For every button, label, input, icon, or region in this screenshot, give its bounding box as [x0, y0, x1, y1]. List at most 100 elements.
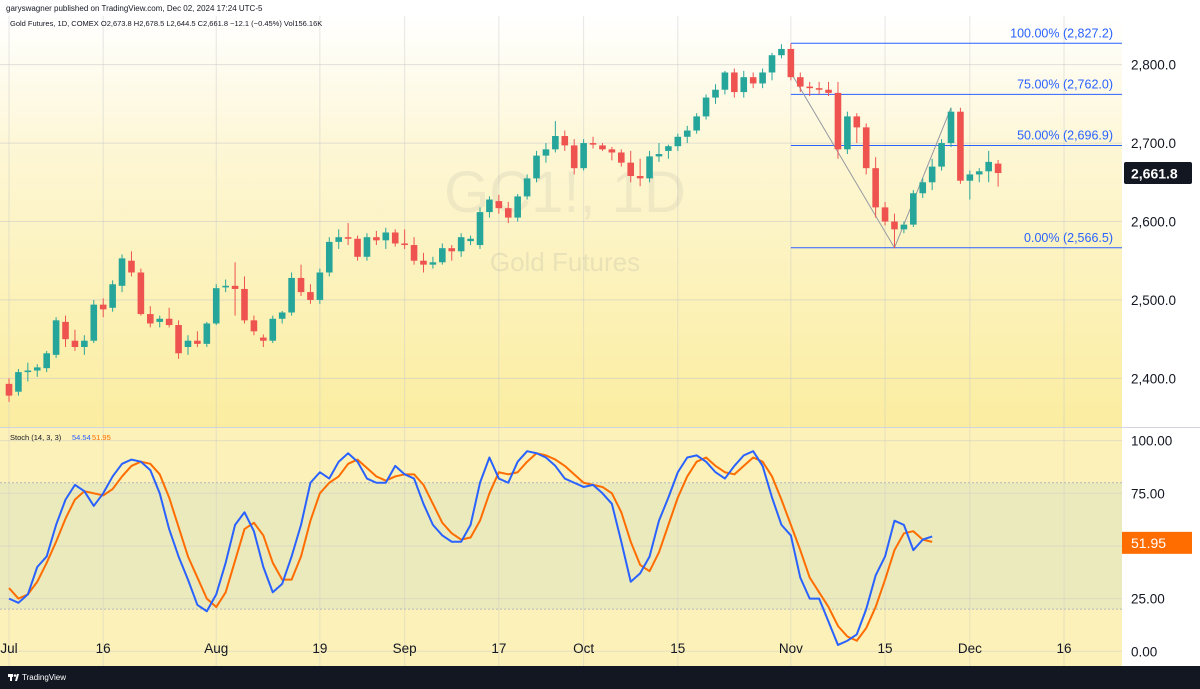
- candle-body: [109, 284, 116, 308]
- candle-body: [542, 149, 550, 156]
- candle-body: [222, 285, 229, 288]
- candle-body: [853, 116, 861, 128]
- main-legend: Gold Futures, 1D, COMEX O2,673.8 H2,678.…: [10, 19, 322, 28]
- watermark-name: Gold Futures: [490, 247, 640, 277]
- candle-body: [231, 285, 239, 289]
- candle-body: [957, 111, 964, 181]
- candle-body: [674, 136, 682, 147]
- candle-body: [608, 149, 616, 153]
- time-tick-label: Jul: [0, 641, 17, 656]
- candle-body: [787, 48, 795, 78]
- candle-body: [15, 372, 22, 392]
- candle-body: [410, 245, 418, 261]
- candle-body: [796, 77, 804, 87]
- time-tick-label: 19: [312, 641, 327, 656]
- time-tick-label: 15: [670, 641, 685, 656]
- candle-body: [994, 163, 1002, 174]
- fib-level-label: 50.00% (2,696.9): [1017, 128, 1113, 142]
- candle-body: [184, 340, 192, 347]
- candle-body: [815, 88, 823, 90]
- candle-body: [928, 166, 936, 183]
- candle-body: [938, 143, 945, 167]
- candlestick-series: [5, 43, 1002, 402]
- watermark-symbol: GC1!, 1D: [444, 160, 686, 225]
- candle-body: [731, 72, 738, 93]
- candle-body: [137, 272, 145, 315]
- candle-body: [514, 196, 521, 218]
- stoch-d-badge-label: 51.95: [1131, 535, 1166, 551]
- chart-area[interactable]: GC1!, 1D Gold Futures 100.00% (2,827.2) 7…: [0, 16, 1200, 666]
- tradingview-logo-icon: [8, 674, 19, 681]
- candle-body: [203, 323, 211, 344]
- time-scale[interactable]: Jul 16 Aug 19 Sep 17 Oct 15 Nov 15 Dec 16: [0, 641, 1071, 656]
- candle-body: [825, 89, 832, 93]
- candle-body: [975, 171, 983, 175]
- candle-body: [947, 111, 955, 144]
- candle-body: [523, 178, 531, 197]
- candle-body: [382, 232, 390, 241]
- candle-body: [561, 136, 569, 146]
- candle-body: [43, 353, 50, 369]
- time-tick-label: Sep: [393, 641, 417, 656]
- time-tick-label: Dec: [958, 641, 982, 656]
- stoch-k-line: [8, 450, 933, 646]
- fib-level-label: 75.00% (2,762.0): [1017, 77, 1113, 91]
- last-price-label: 2,661.8: [1131, 166, 1178, 182]
- candle-body: [363, 237, 371, 257]
- candle-body: [241, 288, 248, 321]
- candle-body: [156, 318, 164, 322]
- candle-body: [712, 89, 719, 98]
- candle-body: [128, 260, 135, 273]
- candle-body: [495, 201, 503, 209]
- candle-body: [147, 314, 154, 324]
- candle-body: [476, 212, 484, 246]
- price-axis-background: [1122, 16, 1200, 666]
- stoch-d-badge: [1122, 531, 1192, 554]
- candle-body: [354, 238, 361, 257]
- candle-body: [778, 48, 785, 56]
- price-tick-label: 2,800.0: [1131, 58, 1176, 73]
- candle-body: [250, 320, 258, 332]
- candle-body: [297, 277, 305, 293]
- candle-body: [504, 208, 512, 218]
- price-tick-label: 2,400.0: [1131, 371, 1176, 386]
- tradingview-brand: TradingView: [22, 673, 67, 682]
- candle-body: [81, 340, 88, 347]
- candle-body: [316, 272, 324, 300]
- candle-body: [872, 168, 879, 208]
- price-scale[interactable]: 2,400.0 2,500.0 2,600.0 2,700.0 2,800.0 0.00 2…: [1122, 58, 1192, 660]
- candle-body: [919, 182, 927, 194]
- grid-lines: [0, 16, 1122, 666]
- candle-body: [62, 321, 69, 340]
- time-tick-label: 16: [96, 641, 111, 656]
- candle-body: [665, 146, 672, 151]
- candle-body: [693, 116, 700, 131]
- candle-body: [269, 318, 277, 341]
- candle-body: [721, 72, 729, 90]
- candle-body: [278, 312, 286, 319]
- candle-body: [212, 288, 220, 324]
- candle-body: [552, 136, 559, 150]
- time-tick-label: Oct: [573, 641, 594, 656]
- time-tick-label: Nov: [779, 641, 803, 656]
- time-tick-label: 16: [1057, 641, 1072, 656]
- candle-body: [627, 162, 635, 177]
- time-tick-label: 15: [878, 641, 893, 656]
- fibonacci-retracement[interactable]: 100.00% (2,827.2) 75.00% (2,762.0) 50.00% …: [790, 26, 1122, 249]
- candle-body: [307, 292, 314, 300]
- candle-body: [420, 260, 427, 265]
- candle-body: [373, 237, 380, 241]
- stoch-tick-label: 0.00: [1131, 644, 1157, 659]
- candle-body: [325, 241, 333, 273]
- candle-body: [599, 145, 606, 150]
- candle-body: [99, 304, 107, 310]
- candle-body: [844, 116, 851, 150]
- candle-body: [834, 92, 842, 150]
- candle-body: [891, 221, 898, 230]
- candle-body: [618, 152, 625, 163]
- candle-body: [749, 77, 757, 84]
- price-tick-label: 2,700.0: [1131, 136, 1176, 151]
- candle-body: [467, 238, 474, 242]
- candle-body: [260, 337, 267, 341]
- candle-body: [655, 154, 663, 157]
